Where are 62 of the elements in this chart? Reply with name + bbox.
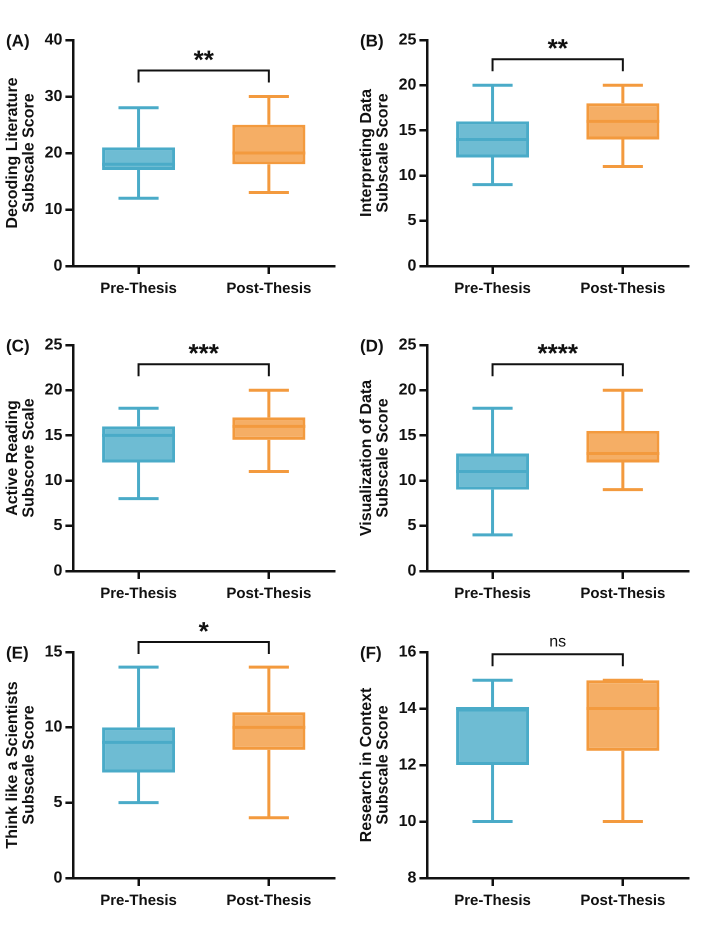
y-axis-title: Interpreting Data Subscale Score bbox=[358, 88, 392, 218]
x-tick-label: Pre-Thesis bbox=[454, 280, 531, 298]
y-tick-label: 5 bbox=[407, 517, 416, 534]
y-axis-title: Decoding Literature Subscale Score bbox=[4, 77, 38, 229]
x-tick-label: Post-Thesis bbox=[226, 280, 312, 298]
annotation: **** bbox=[537, 338, 579, 368]
y-tick-label: 20 bbox=[44, 382, 62, 399]
y-tick-label: 12 bbox=[398, 756, 416, 774]
y-tick-label: 5 bbox=[407, 212, 416, 230]
chart-title: (D) bbox=[360, 336, 384, 356]
y-tick-label: 15 bbox=[398, 122, 416, 139]
x-tick-label: Post-Thesis bbox=[580, 280, 666, 298]
y-tick-label: 16 bbox=[398, 643, 416, 660]
y-tick-label: 20 bbox=[398, 76, 416, 94]
x-tick-label: Post-Thesis bbox=[226, 585, 312, 602]
y-axis-title: Active Reading Subscore Scale bbox=[4, 398, 38, 518]
chart-title: (C) bbox=[6, 336, 30, 356]
chart-title: (A) bbox=[6, 32, 30, 51]
x-tick-label: Pre-Thesis bbox=[454, 585, 531, 602]
x-tick-label: Pre-Thesis bbox=[454, 892, 531, 910]
x-tick-label: Pre-Thesis bbox=[100, 280, 177, 298]
annotation: *** bbox=[188, 338, 220, 368]
y-tick-label: 10 bbox=[44, 718, 62, 736]
y-tick-label: 10 bbox=[44, 472, 62, 490]
text: ns bbox=[549, 633, 566, 650]
y-axis-title: Think like a Scientists Subscale Score bbox=[4, 681, 38, 849]
chart-title: (B) bbox=[360, 32, 384, 51]
y-tick-label: 8 bbox=[407, 869, 416, 886]
y-tick-label: 0 bbox=[407, 562, 416, 580]
y-tick-label: 5 bbox=[53, 794, 62, 812]
y-tick-label: 15 bbox=[398, 426, 416, 444]
x-tick-label: Pre-Thesis bbox=[100, 585, 177, 602]
y-axis-title: Visualization of Data Subscale Score bbox=[358, 380, 392, 536]
y-tick-label: 20 bbox=[44, 144, 62, 162]
y-axis-title: Research in Context Subscale Score bbox=[358, 686, 392, 842]
y-tick-label: 0 bbox=[53, 562, 62, 580]
y-tick-label: 25 bbox=[398, 336, 416, 354]
text: * bbox=[198, 616, 210, 646]
annotation: ** bbox=[548, 33, 569, 64]
chart-title: (F) bbox=[360, 644, 382, 663]
y-tick-label: 10 bbox=[398, 472, 416, 490]
x-tick-label: Pre-Thesis bbox=[100, 892, 177, 910]
y-tick-label: 15 bbox=[44, 426, 62, 444]
annotation: ** bbox=[194, 44, 215, 74]
y-tick-label: 0 bbox=[53, 869, 62, 886]
y-tick-label: 10 bbox=[398, 167, 416, 184]
x-tick-label: Post-Thesis bbox=[580, 585, 666, 602]
y-tick-label: 10 bbox=[44, 200, 62, 218]
y-tick-label: 0 bbox=[407, 257, 416, 274]
y-tick-label: 40 bbox=[44, 31, 62, 48]
y-tick-label: 5 bbox=[53, 517, 62, 534]
y-tick-label: 14 bbox=[398, 700, 416, 717]
y-tick-label: 10 bbox=[398, 812, 416, 830]
y-tick-label: 20 bbox=[398, 382, 416, 399]
y-tick-label: 0 bbox=[53, 257, 62, 274]
y-tick-label: 15 bbox=[44, 643, 62, 660]
y-tick-label: 25 bbox=[398, 31, 416, 48]
x-tick-label: Post-Thesis bbox=[226, 892, 312, 910]
x-tick-label: Post-Thesis bbox=[580, 892, 666, 910]
y-tick-label: 30 bbox=[44, 88, 62, 105]
chart-title: (E) bbox=[6, 644, 29, 663]
y-tick-label: 25 bbox=[44, 336, 62, 354]
